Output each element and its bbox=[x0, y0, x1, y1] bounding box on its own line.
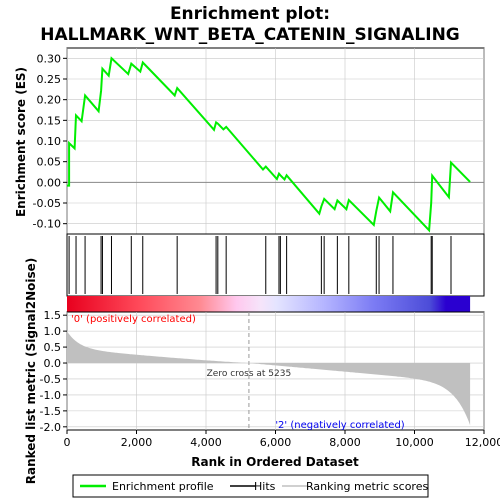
x-axis: 0 2,000 4,000 6,000 8,000 10,000 12,000 bbox=[64, 430, 500, 449]
legend-entry-label: Hits bbox=[254, 480, 276, 493]
metric-y-tick-label: -0.5 bbox=[40, 373, 61, 386]
x-tick-label: 8,000 bbox=[329, 436, 361, 449]
x-axis-label: Rank in Ordered Dataset bbox=[191, 455, 359, 469]
metric-y-tick-label: -1.0 bbox=[40, 389, 61, 402]
es-y-tick-label: 0.30 bbox=[37, 52, 62, 65]
metric-y-tick-label: 0.5 bbox=[44, 341, 62, 354]
positive-correlation-label: '0' (positively correlated) bbox=[71, 314, 196, 325]
metric-y-tick-label: 1.5 bbox=[44, 309, 62, 322]
metric-y-axis: -2.0 -1.5 -1.0 -0.5 0.0 0.5 1.0 1.5 bbox=[40, 309, 67, 434]
rank-color-bar bbox=[67, 296, 471, 312]
hit-markers bbox=[68, 236, 452, 294]
es-y-tick-label: 0.25 bbox=[37, 73, 62, 86]
negative-correlation-label: '2' (negatively correlated) bbox=[275, 420, 404, 431]
metric-gridlines bbox=[66, 312, 485, 430]
legend: Enrichment profile Hits Ranking metric sco… bbox=[80, 480, 428, 493]
es-y-tick-label: -0.05 bbox=[33, 197, 61, 210]
es-y-tick-label: 0.15 bbox=[37, 114, 62, 127]
enrichment-profile-line bbox=[67, 56, 471, 233]
es-y-tick-label: 0.00 bbox=[37, 176, 62, 189]
hits-panel bbox=[66, 233, 485, 297]
metric-y-tick-label: 0.0 bbox=[44, 357, 62, 370]
es-y-axis-label: Enrichment score (ES) bbox=[14, 67, 28, 217]
es-y-tick-label: 0.05 bbox=[37, 156, 62, 169]
chart-title-line2: HALLMARK_WNT_BETA_CATENIN_SIGNALING bbox=[40, 25, 460, 45]
zero-cross-label: Zero cross at 5235 bbox=[207, 369, 292, 379]
x-tick-label: 6,000 bbox=[260, 436, 292, 449]
legend-entry-label: Ranking metric scores bbox=[306, 480, 428, 493]
x-tick-label: 4,000 bbox=[190, 436, 222, 449]
x-tick-label: 12,000 bbox=[465, 436, 500, 449]
es-y-axis: -0.10 -0.05 0.00 0.05 0.10 0.15 0.20 0.25 0.30 bbox=[33, 52, 67, 231]
x-tick-label: 2,000 bbox=[121, 436, 153, 449]
legend-entry-label: Enrichment profile bbox=[112, 480, 214, 493]
es-y-tick-label: 0.20 bbox=[37, 94, 62, 107]
es-y-tick-label: -0.10 bbox=[33, 218, 61, 231]
metric-y-tick-label: 1.0 bbox=[44, 325, 62, 338]
x-tick-label: 0 bbox=[64, 436, 71, 449]
metric-y-tick-label: -2.0 bbox=[40, 421, 61, 434]
es-y-tick-label: 0.10 bbox=[37, 135, 62, 148]
chart-title-line1: Enrichment plot: bbox=[170, 4, 330, 24]
metric-y-axis-label: Ranked list metric (Signal2Noise) bbox=[24, 258, 38, 485]
x-tick-label: 10,000 bbox=[395, 436, 434, 449]
metric-y-tick-label: -1.5 bbox=[40, 405, 61, 418]
